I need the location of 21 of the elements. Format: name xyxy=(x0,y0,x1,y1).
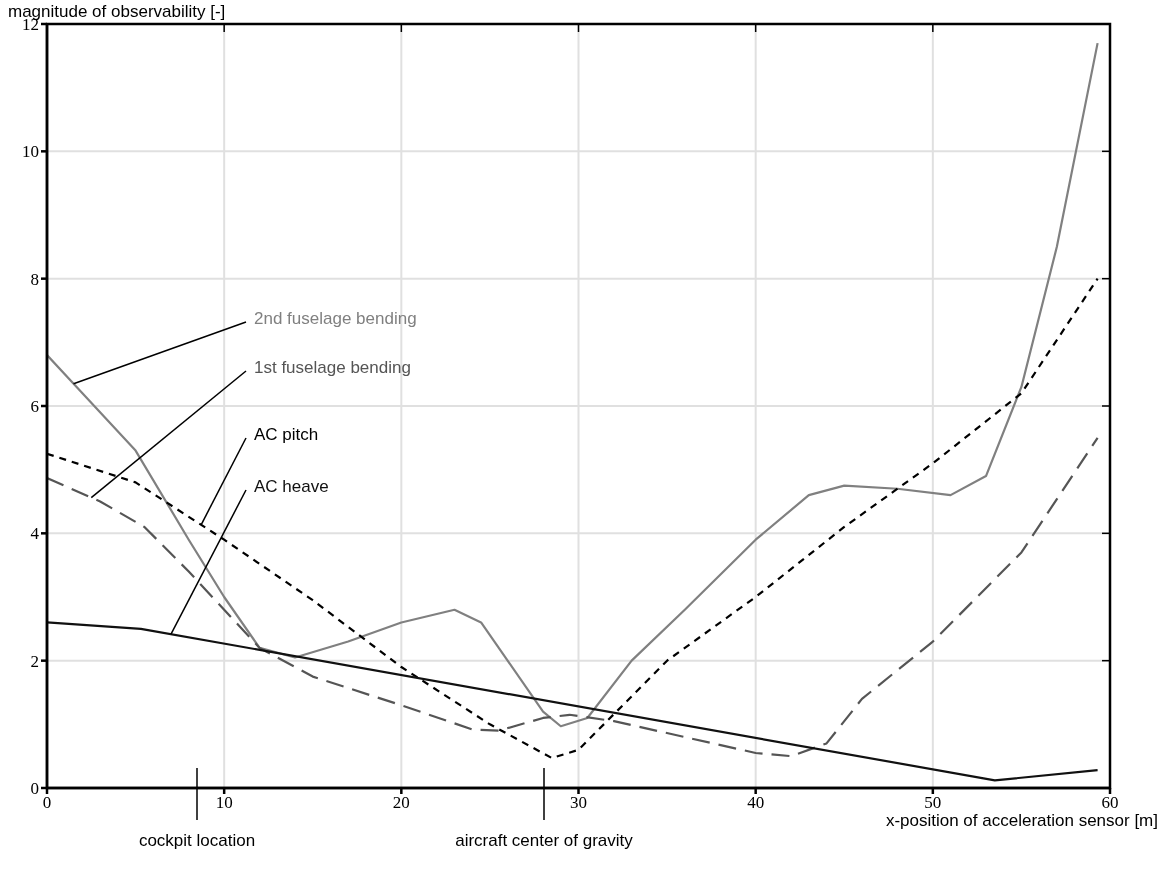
y-tick-label: 0 xyxy=(30,779,39,799)
text: AC pitch xyxy=(254,425,319,444)
text: aircraft center of gravity xyxy=(455,831,634,850)
text: AC heave xyxy=(254,477,329,496)
line-series xyxy=(47,42,1099,728)
y-tick-label: 6 xyxy=(30,397,39,417)
text: 2nd fuselage bending xyxy=(254,309,417,328)
y-tick-label: 2 xyxy=(30,651,39,671)
text: cockpit location xyxy=(138,831,256,850)
x-tick-label: 50 xyxy=(924,793,942,813)
x-tick-label: 60 xyxy=(1101,793,1119,813)
x-tick-label: 10 xyxy=(215,793,233,813)
text: 1st fuselage bending xyxy=(254,358,411,377)
x-axis-title: x-position of acceleration sensor [m] xyxy=(885,811,1158,830)
x-tick-label: 30 xyxy=(570,793,587,813)
line-series xyxy=(47,621,1099,782)
y-tick-label: 8 xyxy=(30,269,39,289)
x-tick-label: 20 xyxy=(392,793,410,813)
x-tick-label: 40 xyxy=(747,793,765,813)
y-tick-label: 10 xyxy=(22,142,39,162)
y-tick-label: 4 xyxy=(30,524,40,544)
